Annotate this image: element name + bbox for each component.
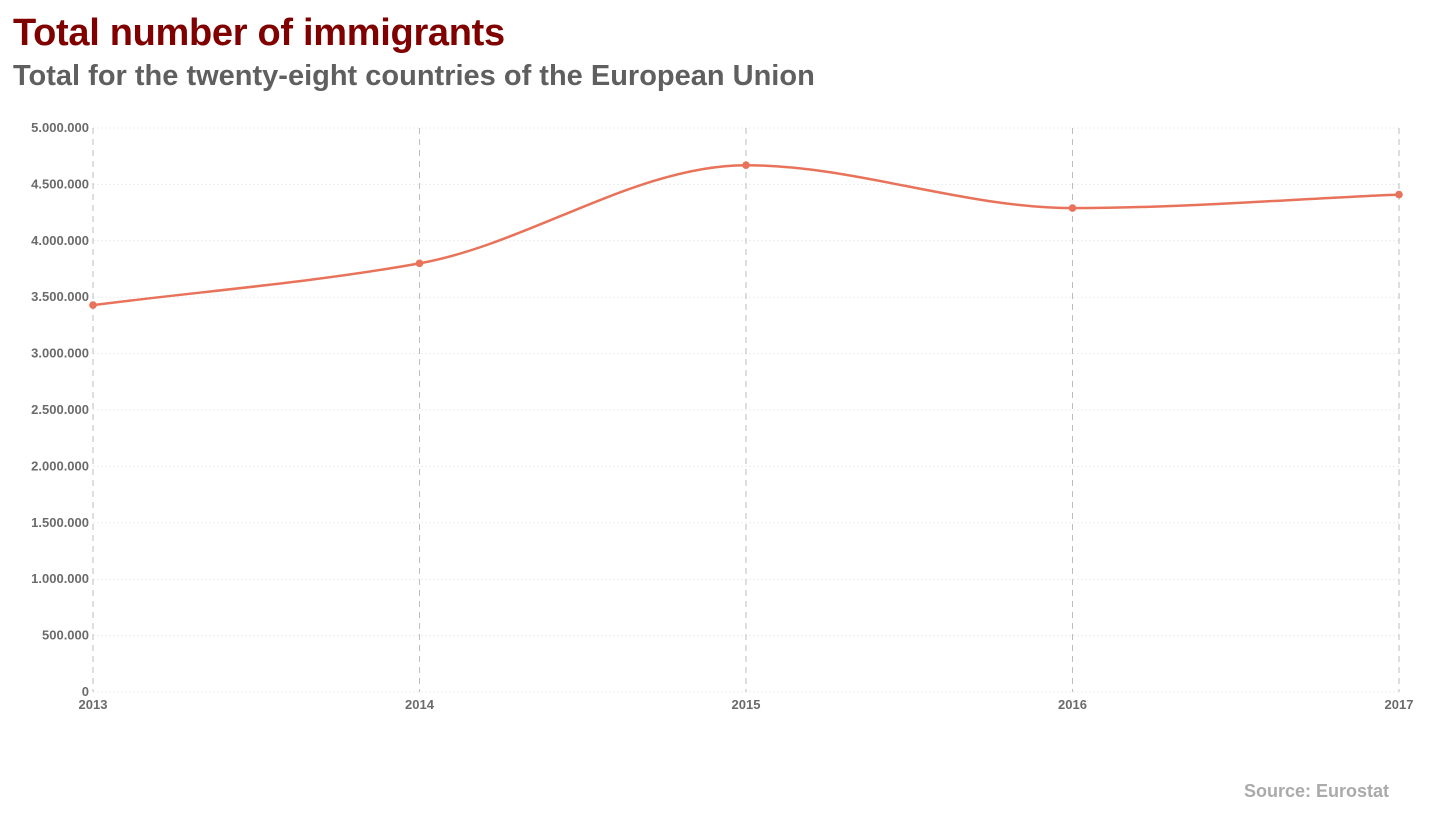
chart-title: Total number of immigrants	[13, 12, 505, 54]
chart-subtitle: Total for the twenty-eight countries of …	[13, 60, 815, 92]
x-tick-label: 2013	[79, 697, 108, 712]
data-point[interactable]	[1068, 204, 1077, 212]
data-point[interactable]	[89, 301, 97, 309]
source-note: Source: Eurostat	[1243, 781, 1389, 801]
y-tick-label: 3.000.000	[31, 346, 89, 361]
data-point[interactable]	[742, 161, 750, 170]
x-tick-label: 2015	[732, 697, 761, 712]
x-tick-label: 2016	[1058, 697, 1087, 712]
grid-lines	[92, 127, 1400, 693]
series-layer	[89, 161, 1403, 309]
x-tick-label: 2014	[405, 697, 435, 712]
y-tick-label: 4.500.000	[31, 176, 89, 191]
y-tick-label: 4.000.000	[31, 233, 89, 248]
y-tick-label: 2.500.000	[31, 402, 89, 417]
y-tick-label: 5.000.000	[31, 120, 89, 135]
tick-labels: 0 500.000 1.000.000 1.500.000 2.000.000 2.500…	[31, 120, 1413, 712]
y-tick-label: 500.000	[42, 628, 89, 643]
y-tick-label: 1.000.000	[31, 571, 89, 586]
y-tick-label: 0	[82, 684, 89, 699]
data-point[interactable]	[415, 259, 424, 268]
y-tick-label: 2.000.000	[31, 458, 89, 473]
data-point[interactable]	[1395, 190, 1403, 199]
y-tick-label: 1.500.000	[31, 515, 89, 530]
x-tick-label: 2017	[1385, 697, 1414, 712]
y-tick-label: 3.500.000	[31, 289, 89, 304]
